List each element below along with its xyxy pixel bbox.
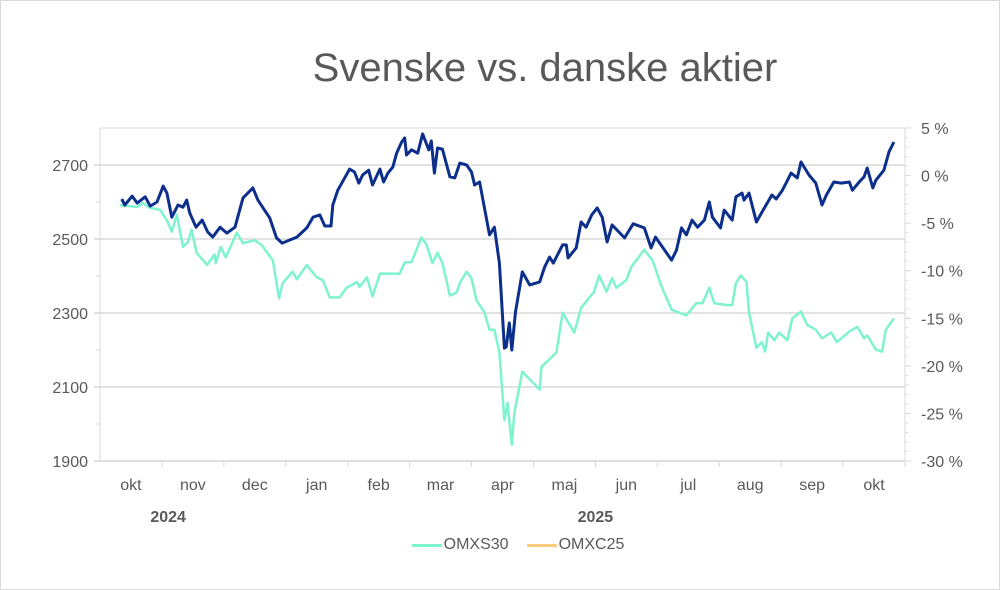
legend-item-omxs30: OMXS30 — [411, 536, 509, 554]
legend-swatch-omxs30 — [411, 543, 442, 547]
left-tick-label: 2700 — [52, 158, 88, 175]
series-line-omxc25 — [119, 201, 895, 447]
x-tick-label: mar — [427, 477, 455, 494]
x-tick-label: jul — [679, 477, 696, 494]
legend-swatch-omxc25 — [526, 543, 557, 547]
right-tick-label: -25 % — [921, 406, 963, 423]
right-tick-label: 5 % — [921, 121, 949, 138]
legend-item-omxc25: OMXC25 — [526, 536, 625, 554]
x-tick-label: maj — [552, 477, 578, 494]
x-tick-label: jun — [615, 477, 637, 494]
x-tick-label: okt — [120, 477, 142, 494]
left-tick-label: 2300 — [52, 306, 88, 323]
x-tick-label: nov — [180, 477, 206, 494]
legend: OMXS30 OMXC25 — [0, 536, 1000, 554]
x-tick-label: aug — [737, 477, 764, 494]
x-tick-label: feb — [368, 477, 390, 494]
legend-label-omxs30: OMXS30 — [443, 536, 509, 553]
left-tick-label: 1900 — [52, 454, 88, 471]
year-label: 2024 — [150, 509, 186, 526]
chart-title: Svenske vs. danske aktier — [312, 46, 778, 90]
right-tick-label: -5 % — [921, 216, 954, 233]
year-label: 2025 — [578, 509, 614, 526]
series-line-omxs30 — [120, 132, 896, 352]
left-tick-label: 2500 — [52, 232, 88, 249]
legend-label-omxc25: OMXC25 — [558, 536, 625, 553]
right-tick-label: -10 % — [921, 264, 963, 281]
x-tick-label: dec — [242, 477, 268, 494]
right-tick-label: -20 % — [921, 359, 963, 376]
x-tick-label: sep — [799, 477, 825, 494]
x-tick-label: jan — [305, 477, 327, 494]
right-tick-label: -15 % — [921, 311, 963, 328]
right-tick-label: -30 % — [921, 454, 963, 471]
x-tick-label: okt — [863, 477, 885, 494]
x-tick-label: apr — [491, 477, 515, 494]
left-tick-label: 2100 — [52, 380, 88, 397]
right-tick-label: 0 % — [921, 169, 949, 186]
